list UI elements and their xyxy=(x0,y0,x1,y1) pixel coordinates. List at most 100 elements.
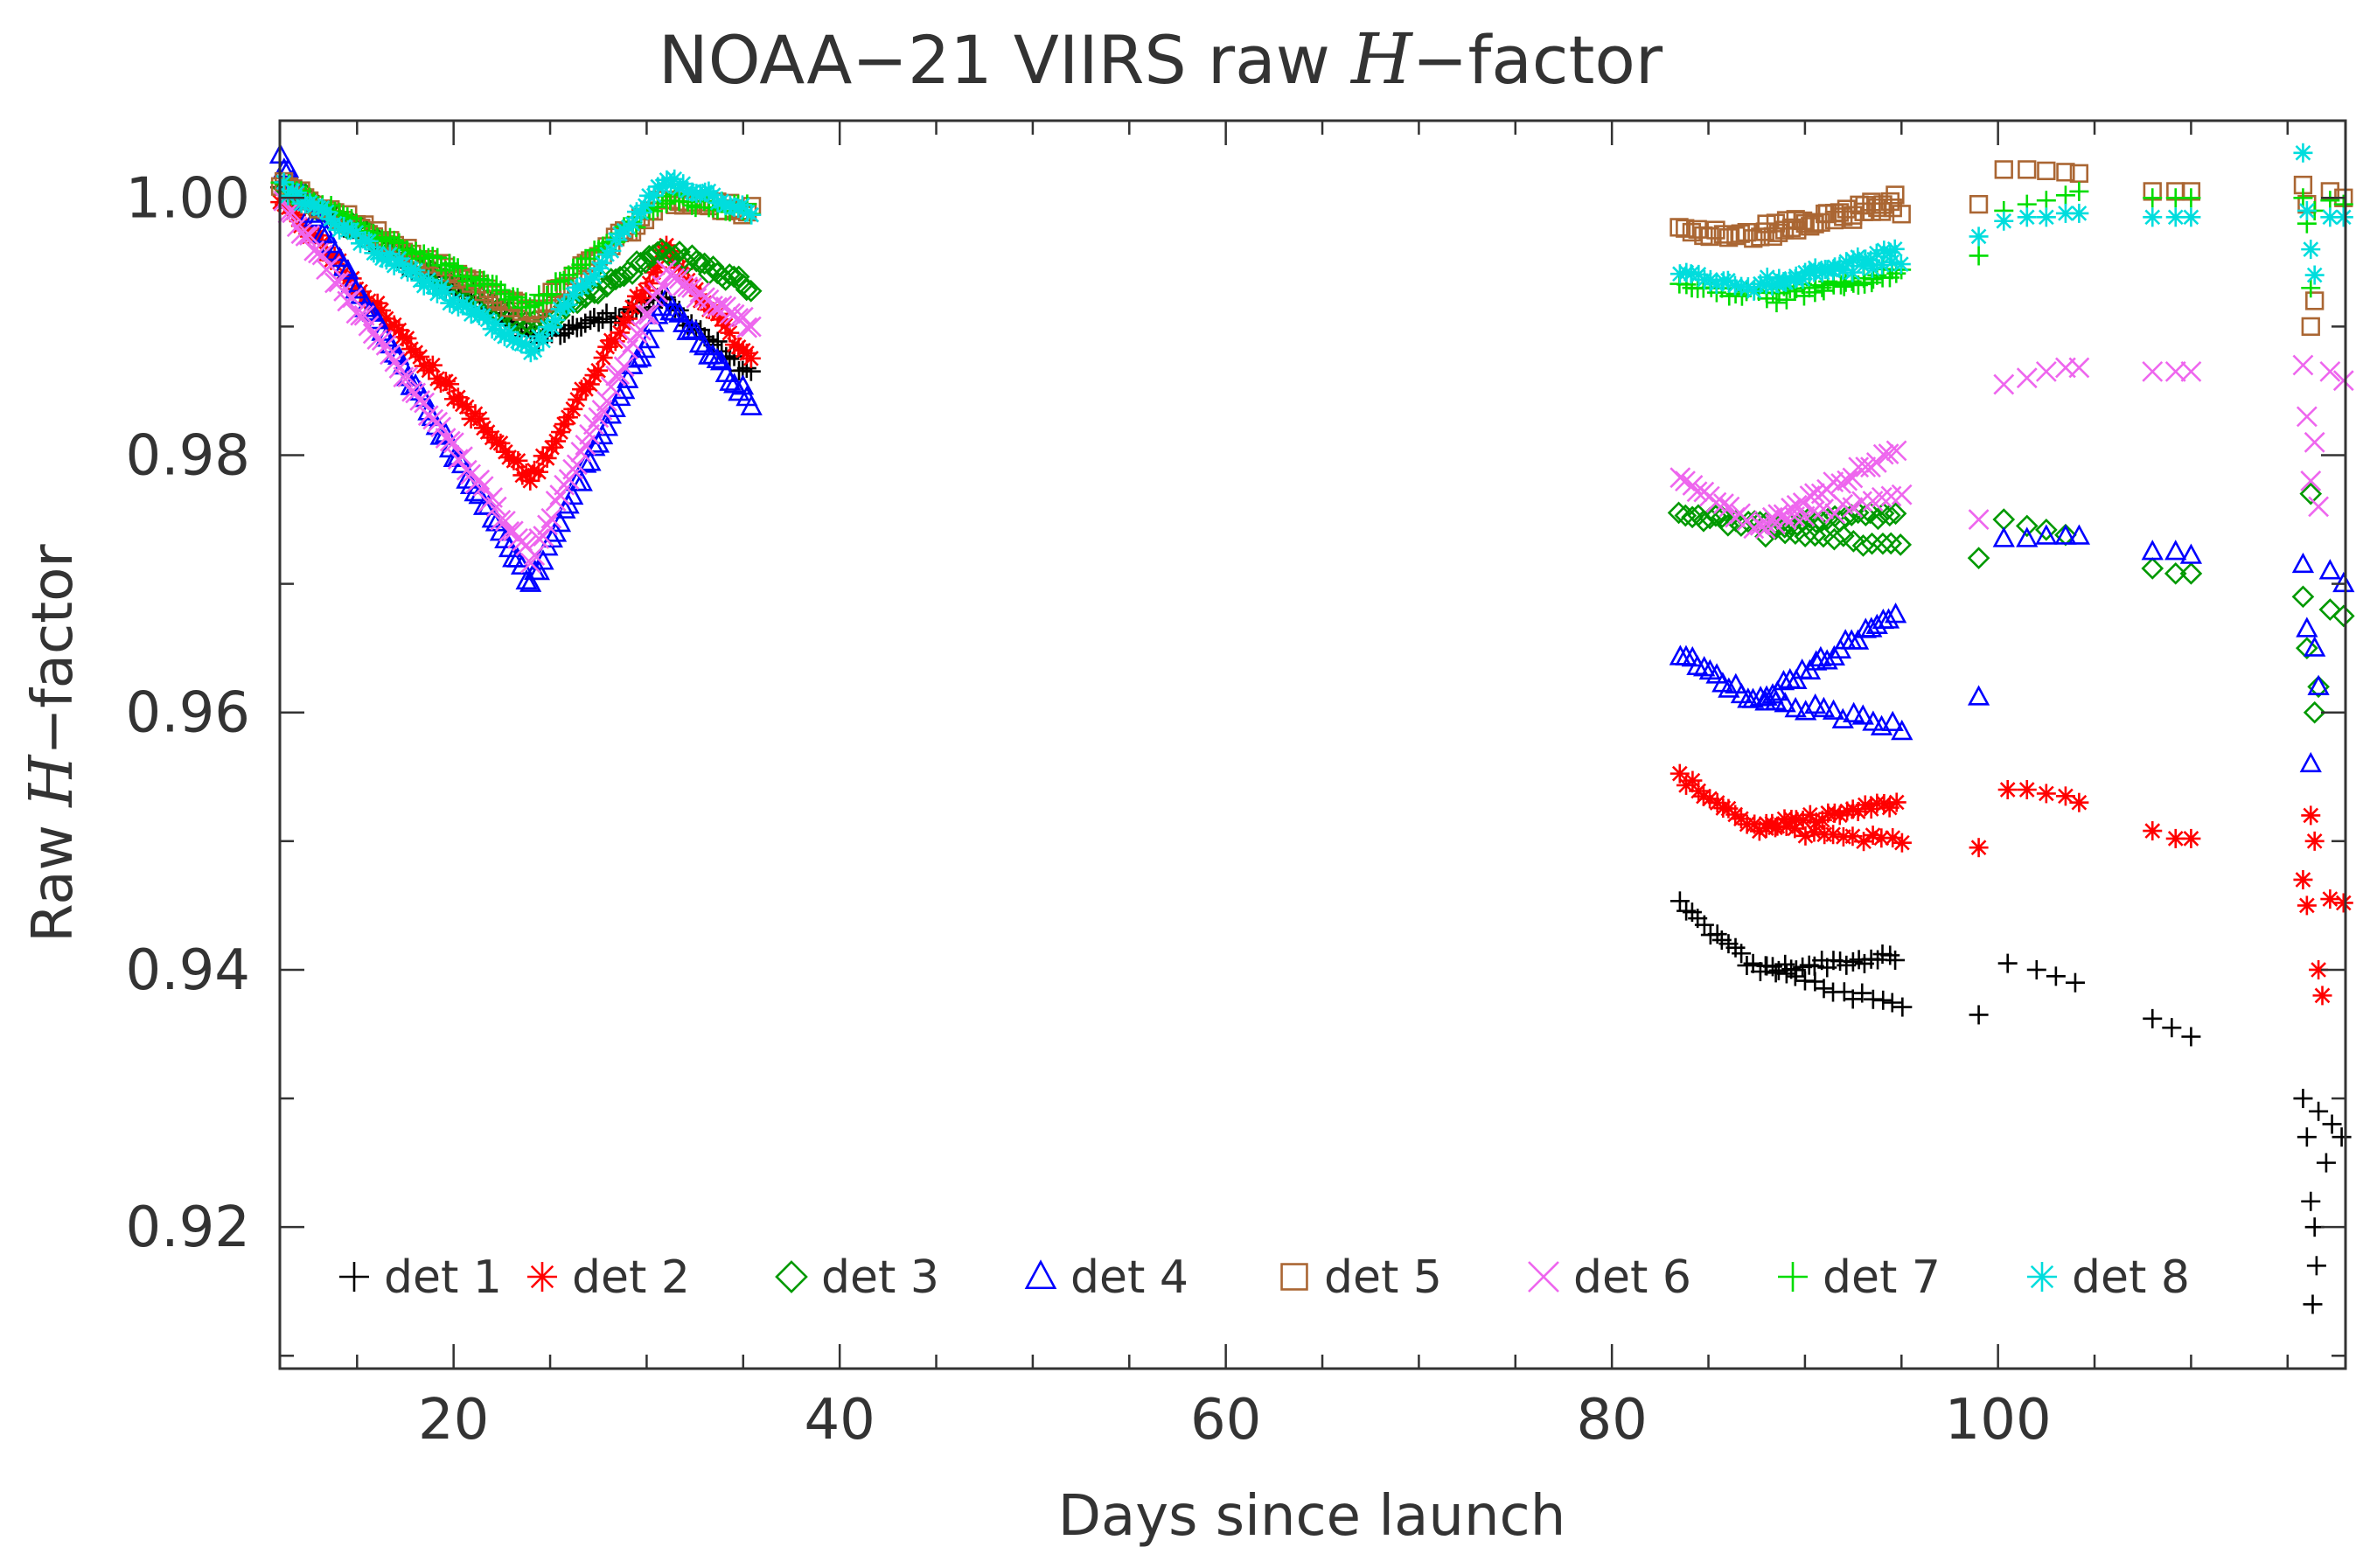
data-point xyxy=(2143,821,2163,841)
data-point-stroke xyxy=(2071,794,2088,811)
data-point-stroke xyxy=(1813,498,1834,519)
data-point-stroke xyxy=(732,306,754,328)
data-point-stroke xyxy=(705,187,721,203)
data-point-stroke xyxy=(459,298,475,314)
legend-label: det 8 xyxy=(2072,1251,2190,1304)
data-point-stroke xyxy=(575,452,597,473)
data-point xyxy=(525,296,545,316)
data-point xyxy=(596,390,617,412)
data-point-stroke xyxy=(430,416,452,438)
data-point-stroke xyxy=(1705,663,1728,684)
legend-marker xyxy=(339,1262,369,1292)
data-point-stroke xyxy=(299,224,320,246)
data-point xyxy=(2301,1191,2321,1211)
data-point xyxy=(1855,456,1877,477)
data-point-stroke xyxy=(1860,532,1884,555)
data-point-stroke xyxy=(1817,261,1833,277)
data-point-stroke xyxy=(425,357,441,373)
data-point-stroke xyxy=(445,292,462,309)
data-point xyxy=(1795,826,1816,846)
data-point xyxy=(1889,533,1913,556)
data-point-stroke xyxy=(1746,816,1762,833)
data-point-stroke xyxy=(1892,256,1909,272)
data-point-stroke xyxy=(600,376,622,398)
data-point xyxy=(372,229,392,249)
data-point xyxy=(708,331,728,352)
data-point xyxy=(490,509,512,531)
data-point xyxy=(544,521,568,542)
data-point xyxy=(1712,493,1734,515)
data-point xyxy=(430,416,452,438)
x-tick-label: 100 xyxy=(1945,1388,2052,1453)
data-point xyxy=(1784,696,1807,718)
data-point-stroke xyxy=(681,277,703,298)
data-point-stroke xyxy=(596,390,617,412)
data-point xyxy=(277,202,299,224)
data-point xyxy=(575,452,597,473)
data-point-stroke xyxy=(2305,291,2325,310)
data-point xyxy=(1693,656,1716,677)
data-point xyxy=(1784,505,1805,527)
data-point xyxy=(1997,779,2018,799)
data-point-stroke xyxy=(2018,160,2037,179)
data-point-stroke xyxy=(337,259,359,280)
data-point-stroke xyxy=(409,389,431,411)
data-point-stroke xyxy=(1855,258,1872,275)
data-point xyxy=(2309,1101,2329,1121)
data-point-stroke xyxy=(717,317,734,334)
data-point xyxy=(1692,509,1715,533)
data-point xyxy=(299,224,320,246)
data-point-stroke xyxy=(1878,504,1901,527)
data-point-stroke xyxy=(2035,518,2058,541)
data-point-stroke xyxy=(439,430,461,452)
data-point-stroke xyxy=(2016,526,2039,547)
data-point-stroke xyxy=(709,350,733,371)
data-point xyxy=(2164,562,2187,585)
data-point-stroke xyxy=(490,509,512,531)
data-point xyxy=(1878,504,1901,527)
legend-marker xyxy=(2027,1262,2057,1292)
data-point-stroke xyxy=(2292,354,2314,376)
data-point-stroke xyxy=(2299,897,2315,914)
data-point xyxy=(2143,207,2163,227)
data-point xyxy=(1812,696,1836,718)
data-point xyxy=(2332,1127,2352,1147)
x-tick-label: 60 xyxy=(1190,1388,1261,1453)
data-point xyxy=(1872,944,1892,965)
data-point xyxy=(1732,944,1752,964)
data-point-stroke xyxy=(1693,656,1716,677)
data-point-stroke xyxy=(1784,505,1805,527)
data-point xyxy=(2320,191,2340,211)
data-point xyxy=(1816,204,1835,224)
data-point xyxy=(1785,268,1805,289)
data-point-stroke xyxy=(1794,505,1816,527)
data-point-stroke xyxy=(2071,206,2088,221)
data-point xyxy=(450,452,474,474)
data-point-stroke xyxy=(1816,204,1835,224)
data-point-stroke xyxy=(634,251,658,275)
data-point-stroke xyxy=(1671,765,1688,782)
data-point xyxy=(541,284,561,304)
data-point xyxy=(2306,1256,2326,1276)
data-point xyxy=(2307,675,2330,699)
data-point xyxy=(657,193,677,213)
data-point-stroke xyxy=(686,287,708,309)
data-point-stroke xyxy=(1831,707,1854,728)
data-point-stroke xyxy=(1718,677,1740,698)
data-point-stroke xyxy=(599,268,623,290)
data-point xyxy=(1992,508,2016,531)
data-point-stroke xyxy=(1682,475,1704,496)
data-point xyxy=(447,449,469,470)
data-point xyxy=(2181,828,2201,848)
data-point-stroke xyxy=(2164,540,2187,561)
data-point xyxy=(491,280,511,300)
data-point xyxy=(1834,207,1853,226)
data-point-stroke xyxy=(510,453,526,469)
data-point-stroke xyxy=(1992,508,2016,531)
data-point xyxy=(1967,685,1990,706)
data-point xyxy=(1878,443,1899,464)
data-point xyxy=(1872,443,1894,465)
data-point xyxy=(579,450,602,471)
data-point-stroke xyxy=(328,271,350,293)
data-point xyxy=(472,476,494,498)
